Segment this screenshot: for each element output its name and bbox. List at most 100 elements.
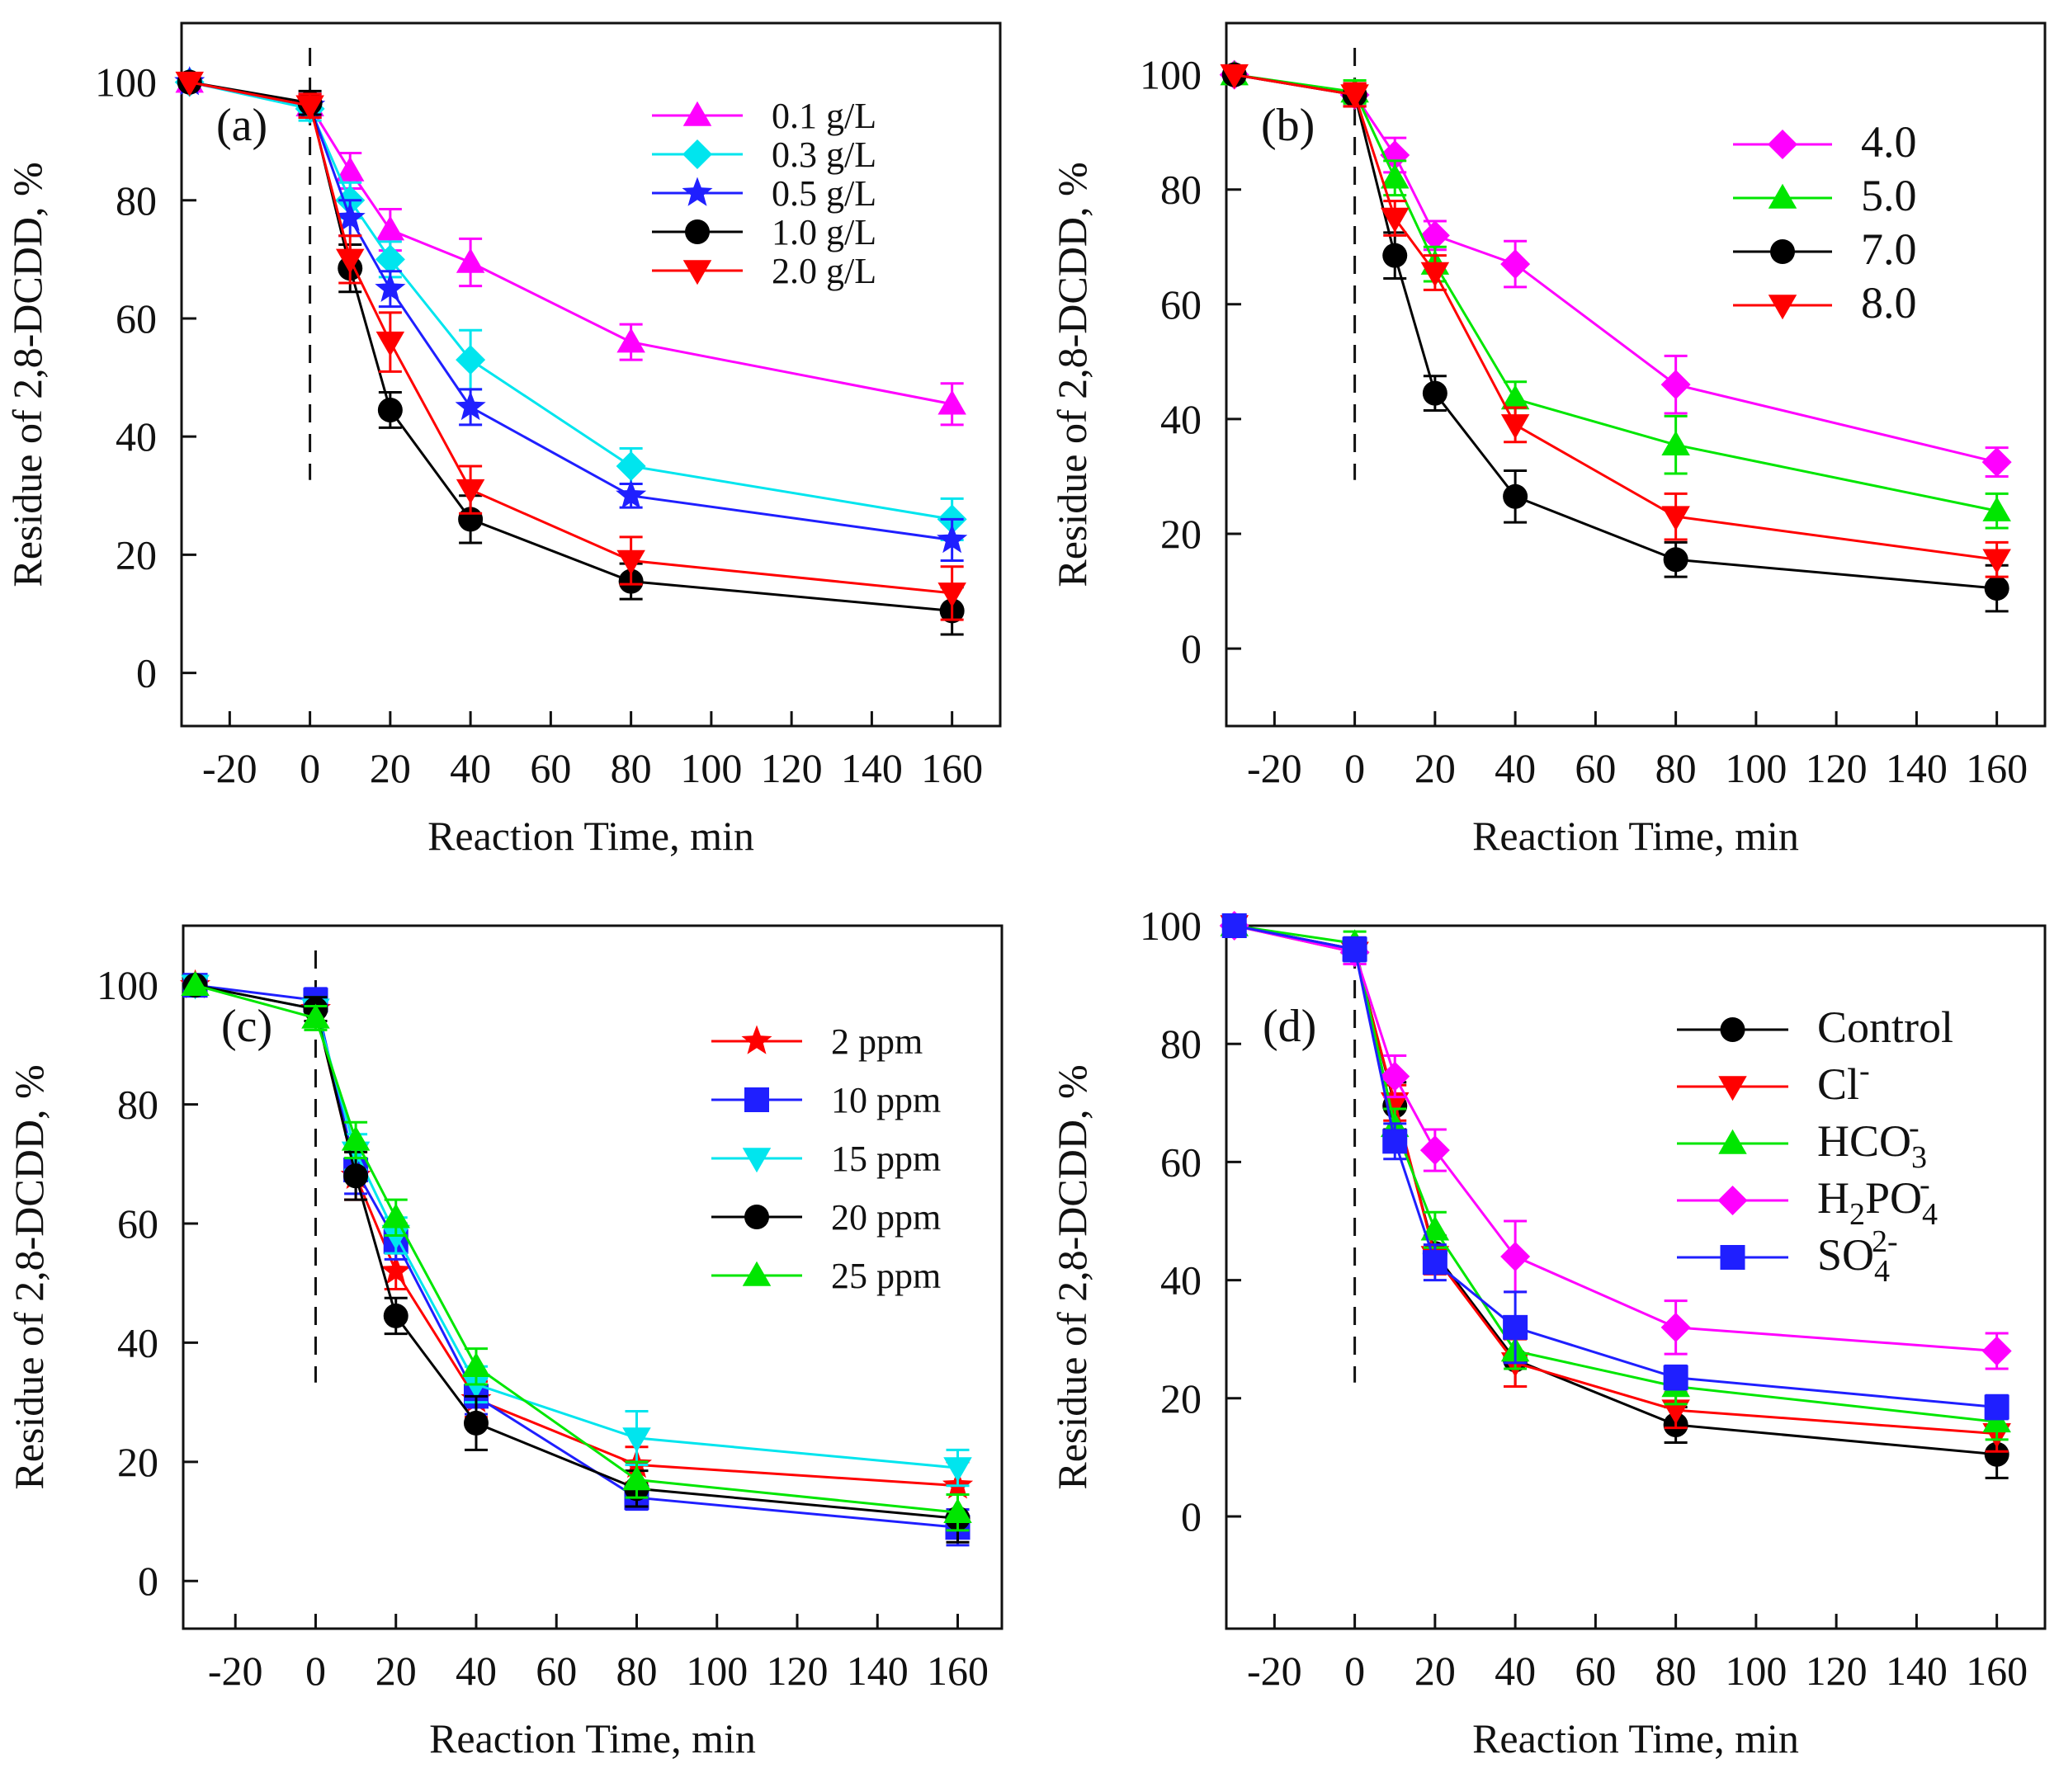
y-tick-label: 80 bbox=[1160, 1021, 1202, 1067]
data-point bbox=[622, 1427, 651, 1453]
data-point bbox=[1660, 1312, 1691, 1342]
data-point bbox=[1422, 380, 1447, 406]
x-tick-label: 80 bbox=[611, 745, 652, 791]
x-tick-label: 140 bbox=[1886, 745, 1948, 791]
y-tick-label: 0 bbox=[1181, 1493, 1202, 1540]
data-point bbox=[463, 1410, 489, 1436]
y-tick-label: 80 bbox=[117, 1082, 158, 1128]
x-tick-label: 60 bbox=[530, 745, 571, 791]
data-point bbox=[616, 328, 645, 353]
x-tick-label: 80 bbox=[1655, 1648, 1697, 1694]
data-point bbox=[1981, 447, 2012, 478]
legend-marker bbox=[682, 101, 712, 126]
legend-marker bbox=[742, 1261, 772, 1286]
data-point bbox=[943, 1457, 972, 1483]
data-point bbox=[341, 1125, 371, 1151]
plot-frame bbox=[1225, 924, 2047, 1630]
legend-label: 25 ppm bbox=[831, 1256, 941, 1296]
panel-d: -20 0 20 40 60 80 100 120 140 160 0 20 40 60 80 100 Reac… bbox=[1049, 903, 2047, 1761]
data-point bbox=[380, 1255, 412, 1285]
data-point bbox=[1380, 1061, 1410, 1092]
data-point bbox=[937, 389, 966, 415]
legend-label: 2 ppm bbox=[831, 1021, 923, 1062]
data-point bbox=[1982, 496, 2011, 521]
legend-label-part: 4 bbox=[1874, 1254, 1890, 1289]
x-axis-title: Reaction Time, min bbox=[1472, 1715, 1799, 1761]
y-tick-label: 60 bbox=[1160, 1139, 1202, 1185]
x-axis-title: Reaction Time, min bbox=[429, 1715, 756, 1761]
legend-marker bbox=[741, 1025, 772, 1054]
x-tick-label: 140 bbox=[841, 745, 903, 791]
x-tick-label: 20 bbox=[1414, 745, 1456, 791]
legend-label-part: Cl bbox=[1817, 1059, 1859, 1109]
legend-marker bbox=[1768, 130, 1797, 159]
legend-label: 15 ppm bbox=[831, 1139, 941, 1179]
data-point bbox=[1661, 506, 1690, 531]
x-tick-label: 140 bbox=[1886, 1648, 1948, 1694]
data-point bbox=[1984, 576, 2009, 601]
x-tick-label: 160 bbox=[921, 745, 983, 791]
data-point bbox=[937, 582, 966, 608]
data-point bbox=[455, 390, 486, 421]
data-point bbox=[375, 331, 405, 356]
series-4 bbox=[1221, 913, 2009, 1421]
legend-marker bbox=[1768, 295, 1797, 320]
series-4 bbox=[175, 71, 966, 621]
data-point bbox=[461, 1352, 491, 1378]
legend-label: SO42- bbox=[1817, 1224, 1898, 1289]
data-point bbox=[616, 450, 646, 481]
data-point bbox=[1981, 1336, 2012, 1366]
data-point bbox=[1422, 1250, 1447, 1276]
data-point bbox=[461, 1374, 491, 1399]
x-tick-label: 60 bbox=[1575, 745, 1616, 791]
legend-label: 7.0 bbox=[1861, 224, 1917, 274]
y-tick-label: 40 bbox=[116, 413, 157, 460]
series-4 bbox=[181, 970, 972, 1532]
y-tick-label: 0 bbox=[138, 1558, 158, 1604]
x-tick-label: 120 bbox=[1806, 1648, 1868, 1694]
y-axis-title: Residue of 2,8-DCDD, % bbox=[1049, 162, 1095, 587]
legend-marker bbox=[1768, 183, 1797, 209]
data-point bbox=[1500, 1241, 1531, 1271]
legend-label: Cl- bbox=[1817, 1054, 1870, 1109]
panel-label: (a) bbox=[216, 100, 267, 151]
data-point bbox=[381, 1203, 410, 1228]
plot-frame bbox=[180, 21, 1002, 728]
legend-label-part: 2 bbox=[1849, 1197, 1865, 1232]
legend: 4.05.07.08.0 bbox=[1733, 117, 1917, 328]
panel-label: (d) bbox=[1263, 1001, 1316, 1052]
y-tick-label: 100 bbox=[97, 962, 158, 1008]
legend-marker bbox=[682, 177, 713, 206]
legend-marker bbox=[744, 1205, 769, 1229]
x-tick-label: 20 bbox=[370, 745, 411, 791]
legend-label: HCO3- bbox=[1817, 1111, 1927, 1175]
data-point bbox=[456, 479, 485, 504]
data-point bbox=[1984, 1441, 2009, 1467]
x-tick-label: 120 bbox=[761, 745, 823, 791]
data-point bbox=[1420, 262, 1450, 287]
plot-frame bbox=[182, 924, 1004, 1630]
data-point bbox=[1419, 1135, 1450, 1166]
y-tick-label: 60 bbox=[1160, 281, 1202, 328]
legend-label-part: H bbox=[1817, 1173, 1849, 1223]
series-2 bbox=[1221, 62, 2009, 613]
y-tick-label: 80 bbox=[1160, 167, 1202, 213]
data-point bbox=[456, 248, 485, 273]
data-point bbox=[937, 524, 968, 554]
x-tick-label: 160 bbox=[1966, 745, 2028, 791]
data-point bbox=[383, 1303, 408, 1328]
data-point bbox=[1382, 243, 1408, 268]
data-point bbox=[1660, 370, 1691, 400]
data-point bbox=[1342, 936, 1367, 962]
data-point bbox=[334, 201, 366, 231]
x-tick-label: 0 bbox=[1344, 1648, 1365, 1694]
data-point bbox=[1661, 430, 1690, 455]
data-point bbox=[375, 244, 405, 275]
x-tick-label: 160 bbox=[927, 1648, 989, 1694]
x-tick-label: 160 bbox=[1966, 1648, 2028, 1694]
x-tick-label: -20 bbox=[208, 1648, 263, 1694]
y-tick-label: 100 bbox=[95, 59, 157, 106]
data-point bbox=[1500, 249, 1531, 280]
data-point bbox=[1382, 1129, 1408, 1154]
